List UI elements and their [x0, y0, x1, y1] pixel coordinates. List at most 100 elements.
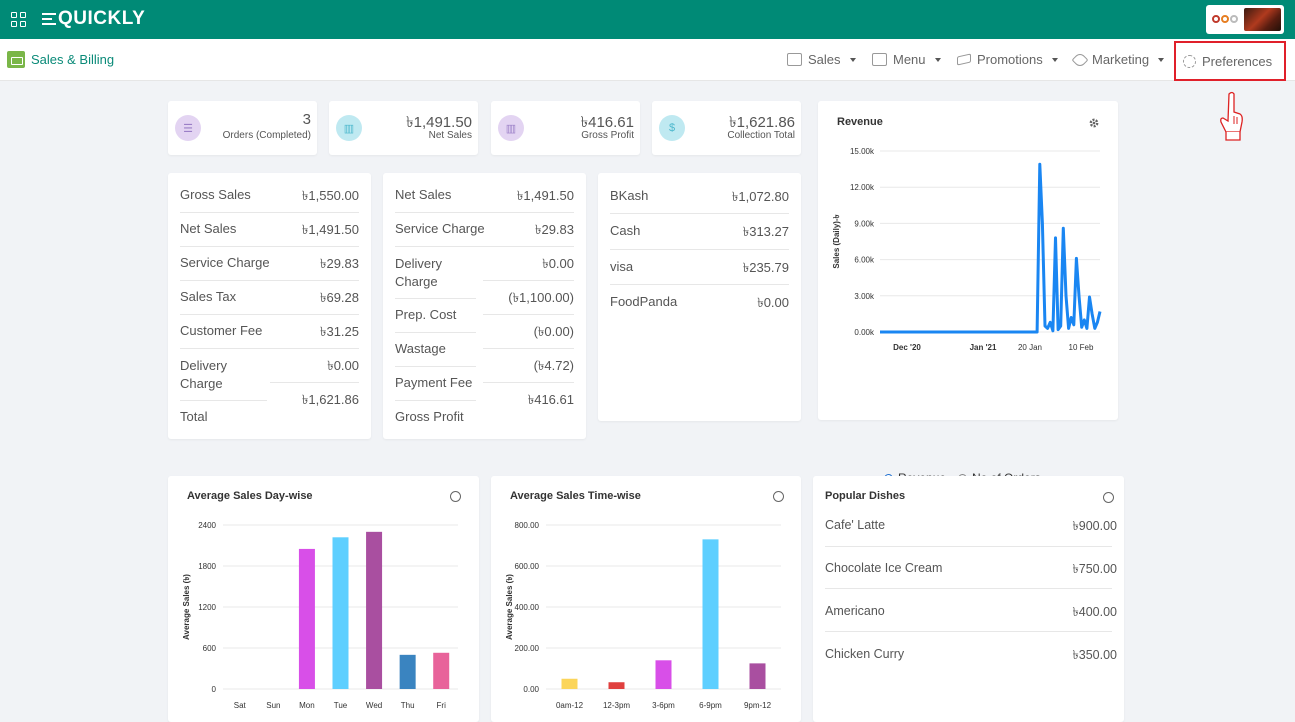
info-icon[interactable] [773, 491, 784, 502]
kpi-label: Gross Profit [581, 130, 634, 141]
dish-row: Americano ৳400.00 [825, 604, 1117, 619]
x-tick-label: 10 Feb [1069, 343, 1094, 352]
top-bar: QUICKLY [0, 0, 1295, 39]
revenue-card: Revenue 15.00k 12.00k 9.00k 6.00k 3.00k 0.00k… [818, 101, 1118, 485]
nav-preferences[interactable]: Preferences [1183, 54, 1272, 69]
chevron-down-icon [1158, 57, 1165, 62]
x-tick-label: 3-6pm [652, 701, 675, 710]
y-tick-label: 2400 [198, 521, 216, 530]
pointing-hand-icon [1220, 91, 1243, 141]
bar-0am-12 [561, 678, 578, 689]
kpi-value: 3 [302, 111, 311, 128]
kpi-label: Orders (Completed) [222, 130, 311, 141]
y-axis-label: Average Sales (৳) [182, 574, 191, 640]
bar-fri [433, 652, 450, 689]
x-tick-label: 9pm-12 [744, 701, 772, 710]
x-tick-label: Sat [234, 701, 247, 710]
profit-summary-card: Net Sales ৳1,491.50 Service Charge ৳29.83 … [383, 173, 586, 439]
x-tick-label: Sun [266, 701, 280, 710]
chart-title: Average Sales Time-wise [510, 490, 641, 502]
kpi-value: ৳1,621.86 [729, 114, 795, 131]
y-axis-label: Sales (Daily)-৳ [832, 214, 841, 268]
dollar-icon: $ [659, 115, 685, 141]
bar-6-9pm [702, 539, 719, 689]
kpi-value: ৳416.61 [580, 114, 634, 131]
bar-3-6pm [655, 660, 672, 689]
info-icon[interactable] [450, 491, 461, 502]
bar-9pm-12 [749, 663, 766, 689]
nav-marketing[interactable]: Marketing [1071, 51, 1165, 68]
y-tick-label: 9.00k [854, 219, 875, 228]
monitor-icon [787, 53, 802, 66]
x-tick-label: Wed [366, 701, 382, 710]
rocket-icon [1071, 51, 1089, 68]
y-axis-label: Average Sales (৳) [505, 574, 514, 640]
y-tick-label: 12.00k [850, 183, 875, 192]
kpi-orders: ☰ 3 Orders (Completed) [168, 101, 317, 155]
settings-gear-icon[interactable] [1088, 117, 1100, 129]
x-tick-label: Mon [299, 701, 315, 710]
preferences-highlight: Preferences [1174, 41, 1286, 81]
x-tick-label: Fri [437, 701, 447, 710]
time-sales-card: Average Sales Time-wise 800.00 600.00 400.… [491, 476, 801, 722]
bar-chart-icon: ▥ [336, 115, 362, 141]
bar-mon [298, 548, 315, 689]
revenue-line-chart: 15.00k 12.00k 9.00k 6.00k 3.00k 0.00k Dec '20 J… [832, 147, 1102, 352]
y-tick-label: 1200 [198, 603, 216, 612]
popular-dishes-card: Popular Dishes Cafe' Latte ৳900.00 Chocol… [813, 476, 1124, 722]
nav-promotions[interactable]: Promotions [957, 52, 1058, 67]
y-tick-label: 0 [212, 685, 217, 694]
gear-icon [1183, 55, 1196, 68]
x-tick-label: Dec '20 [893, 343, 921, 352]
megaphone-icon [957, 53, 971, 66]
x-tick-label: 0am-12 [556, 701, 584, 710]
brand-logo-icon [1212, 15, 1238, 23]
x-tick-label: 12-3pm [603, 701, 630, 710]
kpi-value: ৳1,491.50 [406, 114, 472, 131]
info-icon[interactable] [1103, 492, 1114, 503]
x-tick-label: Thu [401, 701, 415, 710]
bar-tue [332, 537, 349, 689]
y-tick-label: 800.00 [515, 521, 540, 530]
kpi-label: Collection Total [727, 130, 795, 141]
day-bar-chart: 2400 1800 1200 600 0 Average Sales (৳) Sat Sun M… [182, 521, 458, 710]
y-tick-label: 15.00k [850, 147, 875, 156]
bar-12-3pm [608, 682, 625, 689]
y-tick-label: 600.00 [515, 562, 540, 571]
sales-summary-card: Gross Sales ৳1,550.00 Net Sales ৳1,491.50 … [168, 173, 371, 439]
sub-header: Sales & Billing Sales Menu Promotions Ma… [0, 39, 1295, 81]
dish-row: Chocolate Ice Cream ৳750.00 [825, 561, 1117, 576]
section-title[interactable]: Sales & Billing [7, 51, 114, 68]
x-tick-label: Tue [334, 701, 348, 710]
card-title: Popular Dishes [825, 490, 906, 502]
kpi-net-sales: ▥ ৳1,491.50 Net Sales [329, 101, 478, 155]
sales-billing-icon [7, 51, 25, 68]
bar-chart-icon: ▥ [498, 115, 524, 141]
y-tick-label: 200.00 [515, 644, 540, 653]
chevron-down-icon [934, 57, 941, 62]
y-tick-label: 3.00k [854, 292, 875, 301]
dish-row: Chicken Curry ৳350.00 [825, 647, 1117, 662]
list-icon: ☰ [175, 115, 201, 141]
day-sales-card: Average Sales Day-wise 2400 1800 1200 600 0 A… [168, 476, 479, 722]
avatar [1244, 8, 1281, 31]
nav-menu[interactable]: Menu [872, 52, 941, 67]
revenue-series-line [880, 162, 1102, 334]
account-menu[interactable] [1206, 5, 1284, 34]
kpi-collection-total: $ ৳1,621.86 Collection Total [652, 101, 801, 155]
bar-thu [399, 654, 416, 689]
app-logo[interactable]: QUICKLY [42, 8, 145, 30]
x-tick-label: 20 Jan [1018, 343, 1042, 352]
time-bar-chart: 800.00 600.00 400.00 200.00 0.00 Average Sale… [505, 521, 781, 710]
dish-row: Cafe' Latte ৳900.00 [825, 518, 1117, 533]
y-tick-label: 0.00k [854, 328, 875, 337]
y-tick-label: 6.00k [854, 256, 875, 265]
apps-grid-icon[interactable] [11, 12, 26, 27]
chevron-down-icon [1051, 57, 1058, 62]
bar-wed [366, 531, 383, 689]
kpi-gross-profit: ▥ ৳416.61 Gross Profit [491, 101, 640, 155]
kpi-label: Net Sales [428, 130, 472, 141]
y-tick-label: 400.00 [515, 603, 540, 612]
nav-sales[interactable]: Sales [787, 52, 856, 67]
chevron-down-icon [849, 57, 856, 62]
